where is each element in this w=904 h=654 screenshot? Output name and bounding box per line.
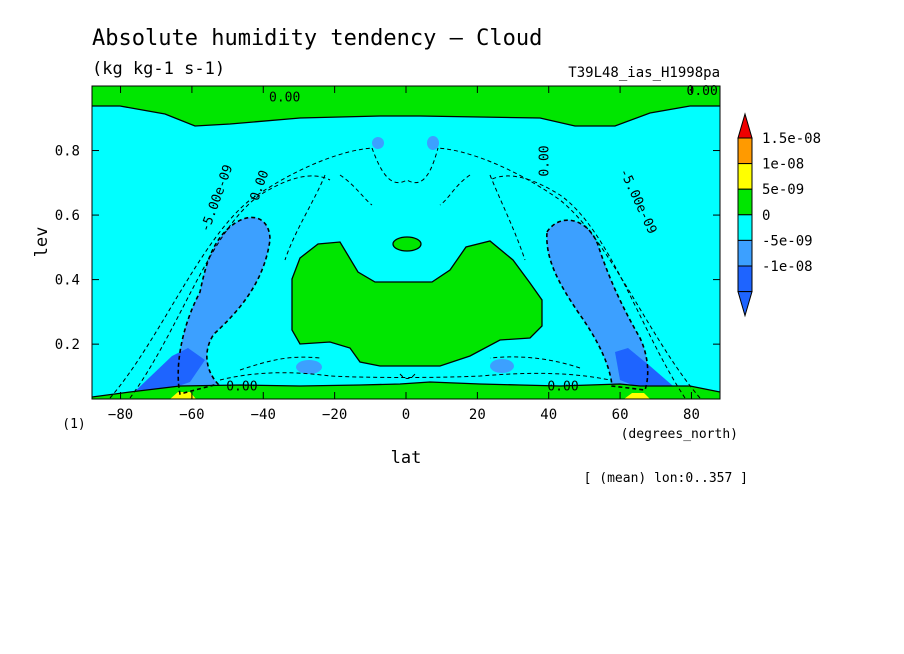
colorbar-swatch: [737, 239, 753, 267]
x-axis-units: (degrees_north): [621, 427, 738, 442]
colorbar-swatch: [737, 214, 753, 241]
x-tick-label: 60: [612, 407, 629, 423]
chart-units: (kg kg-1 s-1): [92, 59, 225, 79]
y-tick-label: 0.2: [55, 337, 80, 353]
colorbar-label: -5e-09: [762, 233, 813, 249]
colorbar-swatch: [737, 265, 753, 293]
x-tick-label: −60: [179, 407, 204, 423]
colorbar-label: 0: [762, 208, 770, 224]
colorbar-label: 1.5e-08: [762, 131, 821, 147]
zero-contours: [92, 105, 720, 398]
field-bottom-positive-strong-left: [170, 392, 196, 399]
field-upper-right-negative: [427, 136, 439, 150]
colorbar-label: -1e-08: [762, 259, 813, 275]
y-axis-label: lev: [32, 227, 52, 258]
contour-label: 0.00: [547, 380, 578, 395]
colorbar-swatch: [737, 163, 753, 190]
x-tick-label: 0: [402, 407, 410, 423]
colorbar-swatch: [737, 188, 753, 216]
x-tick-label: 40: [540, 407, 557, 423]
colorbar-swatch: [737, 137, 753, 165]
x-tick-label: 80: [683, 407, 700, 423]
field-left-negative: [178, 217, 270, 394]
field-left-strong-negative: [130, 348, 205, 396]
x-axis-label: lat: [391, 448, 422, 468]
run-id: T39L48_ias_H1998pa: [568, 65, 720, 81]
field-small-positive: [393, 237, 421, 251]
x-tick-label: 20: [469, 407, 486, 423]
colorbar-label: 5e-09: [762, 182, 804, 198]
colorbar-label: 1e-08: [762, 157, 804, 173]
x-tick-label: −20: [322, 407, 347, 423]
colorbar: 1.5e-08 1e-08 5e-09 0 -5e-09 -1e-08: [737, 112, 821, 318]
x-tick-label: −80: [108, 407, 133, 423]
contour-field: [92, 86, 720, 399]
colorbar-top-arrow: [737, 112, 753, 139]
field-top-positive-band: [92, 86, 720, 126]
field-upper-left-negative: [372, 137, 384, 149]
x-axis: −80 −60 −40 −20 0 20 40 60 80: [108, 86, 700, 423]
mean-note: [ (mean) lon:0..357 ]: [584, 471, 748, 486]
field-central-positive: [292, 241, 542, 366]
x-tick-label: −40: [251, 407, 276, 423]
field-left-small-negative: [296, 360, 322, 374]
negative-contours: [109, 147, 701, 399]
y-tick-label: 0.6: [55, 208, 80, 224]
field-bottom-positive-strong-right: [624, 393, 650, 399]
y-tick-label: 0.8: [55, 144, 80, 160]
contour-label: 0.00: [226, 380, 257, 395]
y-axis-units: (1): [62, 417, 85, 432]
y-tick-label: 0.4: [55, 273, 80, 289]
contour-label: 0.00: [538, 145, 553, 176]
y-axis: 0.2 0.4 0.6 0.8: [55, 144, 720, 353]
colorbar-bottom-arrow: [737, 291, 753, 318]
contour-label: 0.00: [269, 90, 300, 105]
field-right-small-negative: [490, 359, 514, 373]
contour-label: 0.00: [687, 84, 718, 99]
chart-title: Absolute humidity tendency — Cloud: [92, 26, 542, 51]
field-right-negative: [546, 220, 648, 390]
